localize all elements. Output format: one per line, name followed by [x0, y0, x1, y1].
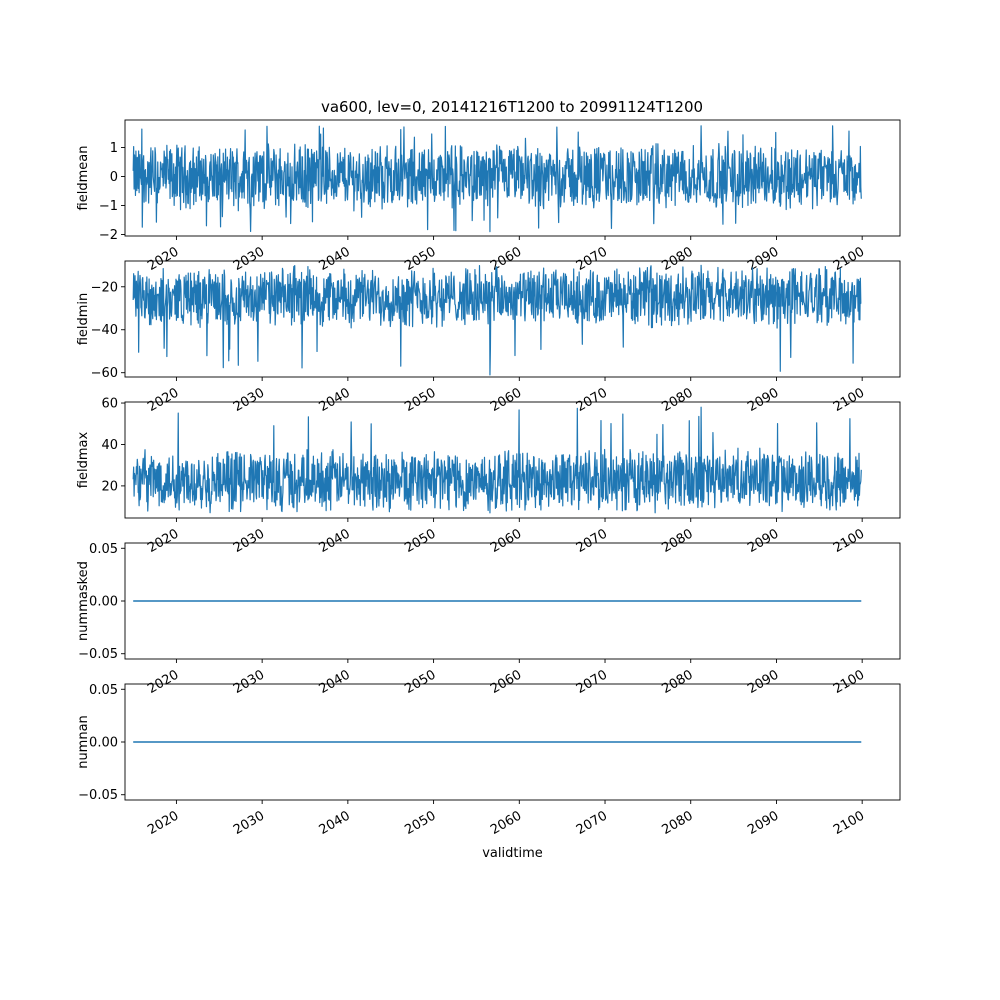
ytick-label: −40: [91, 323, 118, 338]
ytick-label: 0: [110, 170, 118, 185]
axes-frame: [124, 119, 901, 237]
ytick-label: 0.05: [89, 542, 118, 557]
ytick-label: 0.00: [89, 736, 118, 751]
ytick-label: 40: [101, 438, 118, 453]
ytick-label: −0.05: [78, 788, 118, 803]
ylabel: nummasked: [76, 561, 91, 641]
ylabel: fieldmax: [76, 432, 91, 489]
series-group: [132, 125, 862, 233]
ytick-label: −60: [91, 366, 118, 381]
figure-title: va600, lev=0, 20141216T1200 to 20991124T…: [321, 98, 703, 116]
series-group: [132, 406, 862, 514]
ylabel: fieldmean: [76, 146, 91, 211]
ytick-label: 0.00: [89, 595, 118, 610]
xlabel: validtime: [482, 846, 543, 861]
ytick-label: −2: [99, 228, 118, 243]
ytick-label: −20: [91, 280, 118, 295]
ytick-label: 20: [101, 479, 118, 494]
series-line: [132, 406, 862, 514]
ytick-label: 0.05: [89, 683, 118, 698]
axes-frame: [124, 260, 901, 378]
ytick-label: 60: [101, 397, 118, 412]
ytick-label: −0.05: [78, 647, 118, 662]
series-line: [132, 264, 862, 376]
ytick-label: 1: [110, 141, 118, 156]
ylabel: fieldmin: [76, 293, 91, 346]
axes-frame: [124, 401, 901, 519]
series-line: [132, 125, 862, 233]
ylabel: numnan: [76, 715, 91, 769]
ytick-label: −1: [99, 199, 118, 214]
series-group: [132, 264, 862, 376]
